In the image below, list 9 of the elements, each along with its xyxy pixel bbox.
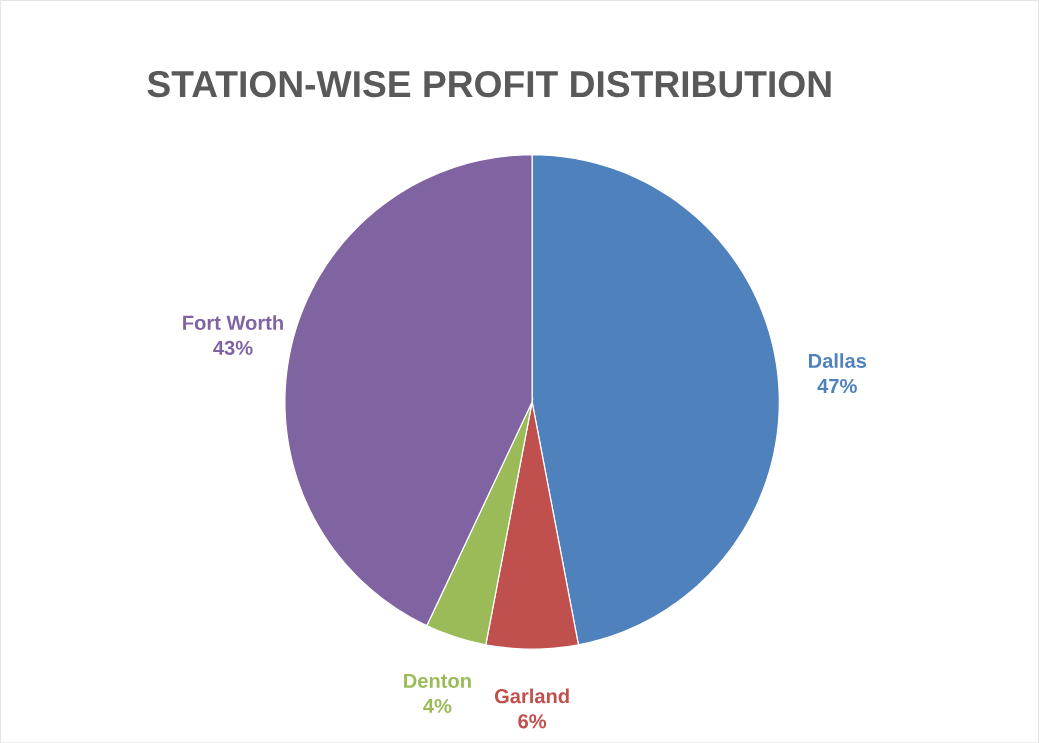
data-label: 4% [423, 698, 452, 713]
slice-label: Fort Worth [183, 314, 283, 330]
chart-title: STATION-WISE PROFIT DISTRIBUTION [147, 70, 831, 98]
data-label: 47% [817, 378, 857, 393]
slice-label: Denton [404, 673, 471, 688]
data-label: 43% [213, 340, 253, 355]
slice-label: Dallas [808, 352, 867, 368]
slice-label: Garland [494, 688, 569, 704]
data-label: 6% [518, 714, 547, 729]
